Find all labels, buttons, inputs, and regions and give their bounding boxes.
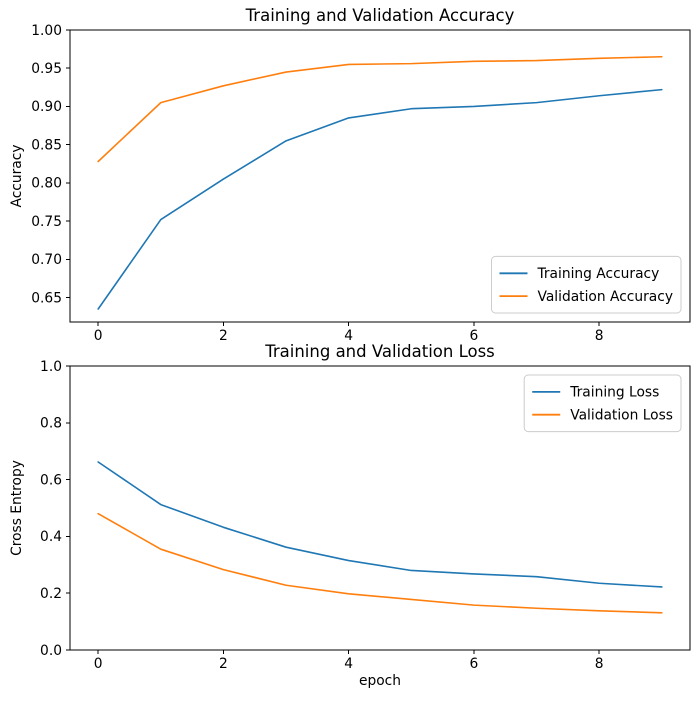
y-tick-label: 0.2 [40,586,62,602]
legend-box [490,255,682,314]
x-tick-label: 4 [344,656,353,672]
legend-label: Validation Loss [570,408,673,424]
legend-label: Training Accuracy [536,266,659,282]
chart-title-accuracy: Training and Validation Accuracy [245,6,515,25]
x-tick-label: 2 [219,656,228,672]
x-tick-label: 6 [470,328,479,344]
x-axis-label-epoch: epoch [359,673,401,689]
chart-title-loss: Training and Validation Loss [264,342,495,361]
series-line-validation-loss [97,512,663,614]
series-line-training-loss [97,461,663,588]
legend-box [523,374,682,433]
legend-label: Validation Accuracy [537,289,673,305]
y-tick-label: 1.0 [40,359,62,375]
y-tick-label: 0.6 [40,472,62,488]
axes-frame [69,29,691,323]
legend: Training Accuracy Validation Accuracy [490,255,682,314]
y-tick-label: 0.65 [31,290,62,306]
axes-frame [69,365,691,651]
x-tick-label: 6 [470,656,479,672]
series-line-validation-accuracy [97,55,663,163]
y-tick-label: 0.4 [40,529,62,545]
y-tick-label: 0.85 [31,137,62,153]
y-tick-label: 0.8 [40,416,62,432]
y-tick-label: 0.95 [31,61,62,77]
y-tick-label: 0.70 [31,252,62,268]
y-axis-label-cross-entropy: Cross Entropy [9,460,25,556]
legend-label: Training Loss [569,385,659,401]
x-tick-label: 0 [94,328,103,344]
x-tick-label: 0 [94,656,103,672]
y-tick-label: 0.90 [31,99,62,115]
x-tick-label: 4 [344,328,353,344]
x-tick-label: 8 [595,656,604,672]
series-line-training-accuracy [97,88,663,310]
plots-group: 0 2 4 6 80.650.700.750.800.850.900.951.00Tra… [31,23,691,672]
y-tick-label: 0.0 [40,643,62,659]
y-tick-label: 0.80 [31,176,62,192]
y-tick-label: 0.75 [31,214,62,230]
x-tick-label: 2 [219,328,228,344]
y-tick-label: 1.00 [31,23,62,39]
legend: Training Loss Validation Loss [523,374,682,433]
y-axis-label-accuracy: Accuracy [9,145,25,208]
x-tick-label: 8 [595,328,604,344]
